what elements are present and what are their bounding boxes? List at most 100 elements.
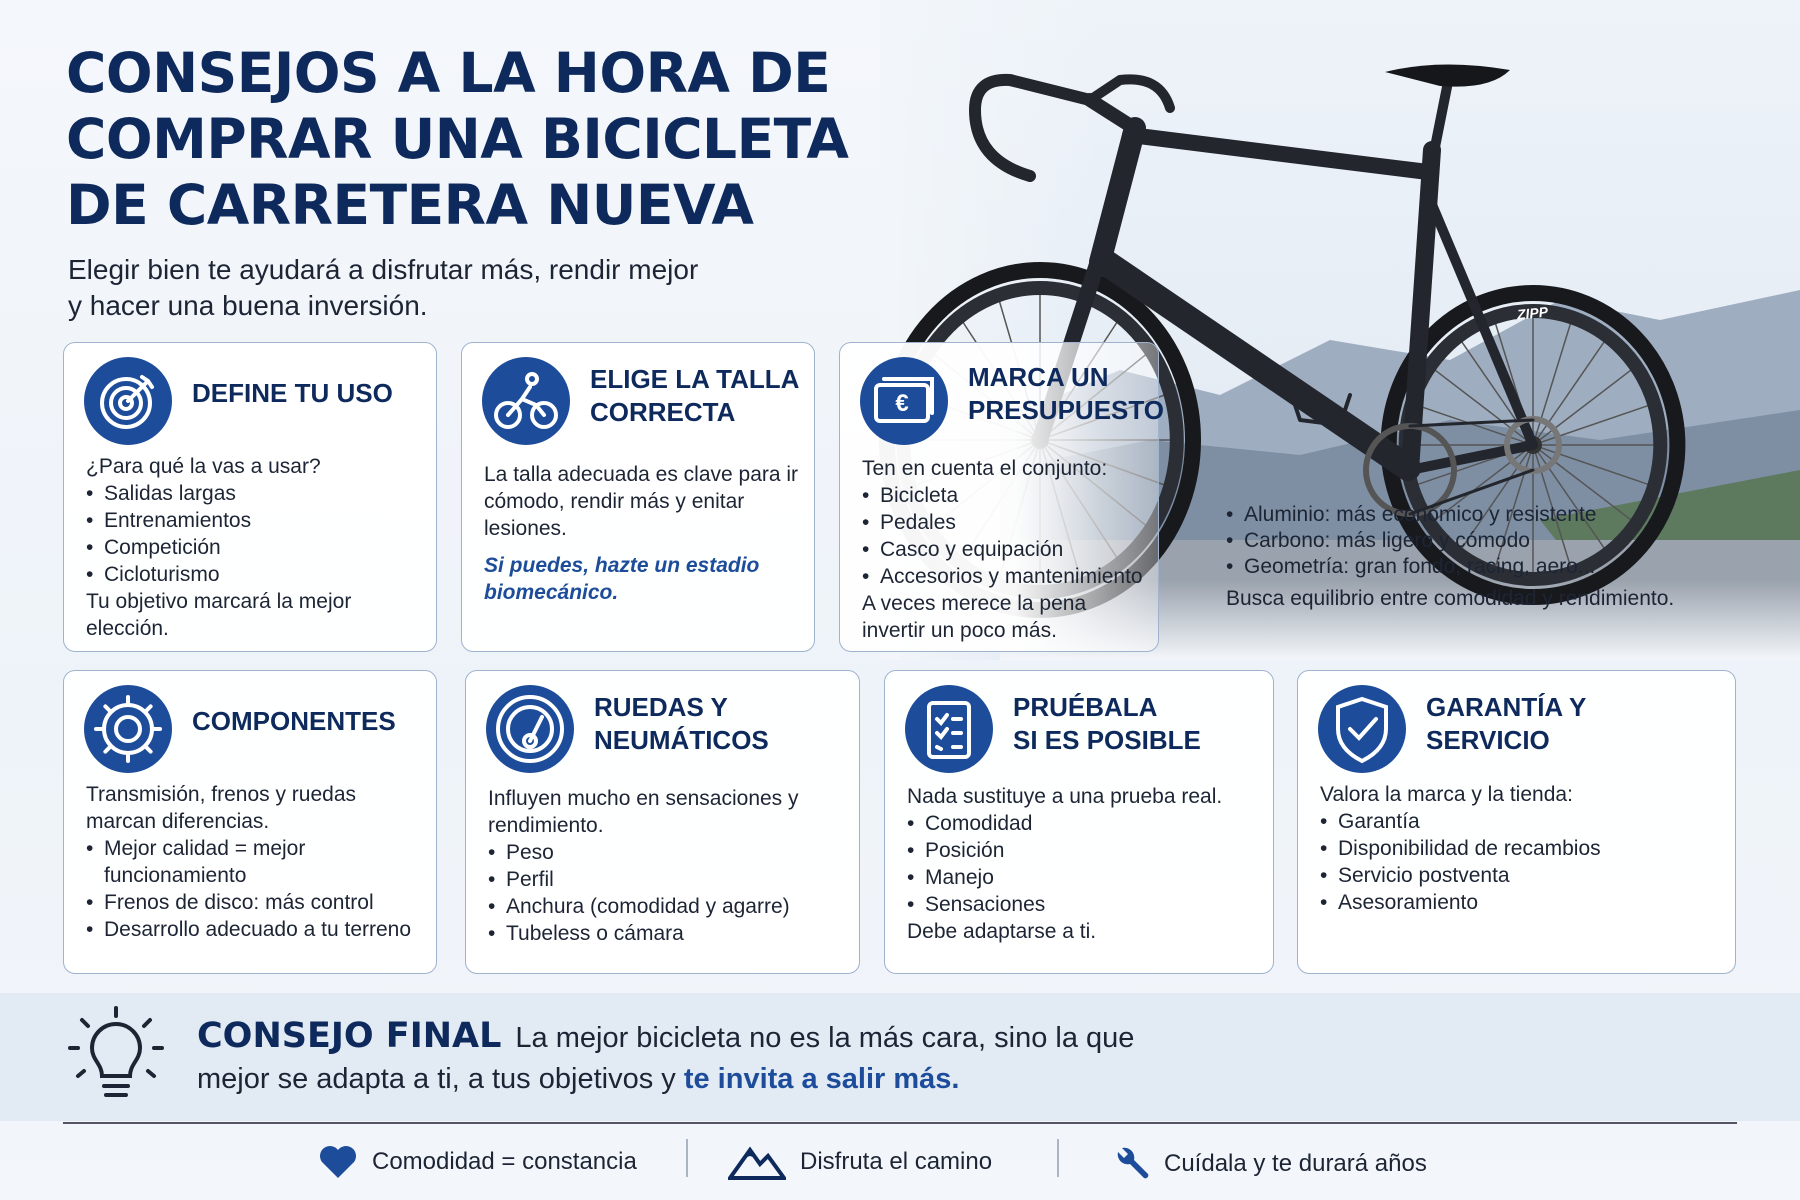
materials-list: Aluminio: más económico y resistenteCarb… (1226, 502, 1674, 580)
material-bullet: Carbono: más ligero y cómodo (1226, 528, 1674, 554)
handlebar (969, 73, 1096, 182)
card-intro: Ten en cuenta el conjunto: (862, 457, 1108, 480)
head-tube (1089, 117, 1146, 273)
subtitle: Elegir bien te ayudará a disfrutar más, … (68, 252, 698, 324)
card: COMPONENTES Transmisión, frenos y ruedas … (63, 670, 437, 974)
material-bullet: Aluminio: más económico y resistente (1226, 502, 1674, 528)
down-tube (1092, 249, 1421, 481)
card-body: Influyen mucho en sensaciones y rendimie… (488, 785, 845, 947)
card-body: Transmisión, frenos y ruedas marcan dife… (86, 781, 422, 943)
glyph (882, 377, 934, 415)
glyph (496, 695, 564, 763)
card-bullet: Desarrollo adecuado a tu terreno (86, 916, 422, 943)
glyph (1348, 717, 1378, 741)
final-band (0, 993, 1800, 1121)
glyph (522, 733, 538, 749)
icon-glyph (496, 695, 564, 763)
saddle (1385, 64, 1510, 87)
card-bullet: Salidas largas (86, 480, 422, 507)
card: PRUÉBALA SI ES POSIBLE Nada sustituye a un… (884, 670, 1274, 974)
icon-glyph (927, 701, 971, 759)
card: DEFINE TU USO ¿Para qué la vas a usar?Sal… (63, 342, 437, 652)
card-bullet: Manejo (907, 864, 1259, 891)
heart-icon (320, 1146, 356, 1178)
card-icon: € (860, 357, 948, 445)
card-title-line: PRESUPUESTO (968, 395, 1165, 425)
card-intro: ¿Para qué la vas a usar? (86, 455, 321, 478)
spoke (1532, 404, 1651, 446)
spoke (1532, 367, 1634, 446)
glyph (530, 401, 558, 429)
card-intro: La talla adecuada es clave para ir cómod… (484, 463, 799, 540)
card-title: GARANTÍA Y SERVICIO (1426, 691, 1586, 757)
icon-glyph (100, 375, 154, 429)
top-tube (1122, 127, 1436, 180)
card-icon (486, 685, 574, 773)
card-note: Debe adaptarse a ti. (907, 920, 1097, 943)
icon-glyph (94, 695, 162, 763)
card-title: RUEDAS Y NEUMÁTICOS (594, 691, 769, 757)
card-title-line: RUEDAS Y (594, 692, 728, 722)
card-title: PRUÉBALA SI ES POSIBLE (1013, 691, 1201, 757)
card-title-line: NEUMÁTICOS (594, 725, 769, 755)
card-body: Valora la marca y la tienda:GarantíaDisp… (1320, 781, 1721, 916)
card-title-line: DEFINE TU USO (192, 378, 393, 408)
card-bullet: Servicio postventa (1320, 862, 1721, 889)
spoke (1532, 339, 1607, 446)
card-bullet: Bicicleta (862, 482, 1144, 509)
card-bullet: Sensaciones (907, 891, 1259, 918)
card-body: La talla adecuada es clave para ir cómod… (484, 461, 800, 606)
lightbulb-icon (68, 1006, 164, 1097)
glyph (494, 401, 522, 429)
glyph (874, 383, 930, 423)
card-bullet: Disponibilidad de recambios (1320, 835, 1721, 862)
card-body: Nada sustituye a una prueba real.Comodid… (907, 783, 1259, 945)
materials-note: Busca equilibrio entre comodidad y rendi… (1226, 587, 1675, 610)
final-tip-text: La mejor bicicleta no es la más cara, si… (197, 1022, 1135, 1095)
card-bullet: Mejor calidad = mejor funcionamiento (86, 835, 422, 889)
material-bullet: Geometría: gran fondo, racing, aero... (1226, 554, 1674, 580)
card-title: DEFINE TU USO (192, 377, 393, 410)
card-title-line: PRUÉBALA (1013, 692, 1158, 722)
final-tip: CONSEJO FINAL La mejor bicicleta no es la… (197, 1016, 1177, 1100)
card-list: ComodidadPosiciónManejoSensaciones (907, 810, 1259, 918)
chain-stay (1405, 440, 1538, 475)
card-list: Salidas largasEntrenamientosCompeticiónC… (86, 480, 422, 588)
card-list: PesoPerfilAnchura (comodidad y agarre)Tu… (488, 839, 845, 947)
card-title-line: SI ES POSIBLE (1013, 725, 1201, 755)
card-list: GarantíaDisponibilidad de recambiosServi… (1320, 808, 1721, 916)
glyph (927, 701, 971, 759)
title-line: COMPRAR UNA BICICLETA (66, 107, 849, 171)
card-intro: Valora la marca y la tienda: (1320, 783, 1573, 806)
bottle-cage (1288, 388, 1352, 427)
glyph (935, 713, 963, 751)
card: RUEDAS Y NEUMÁTICOS Influyen mucho en sens… (465, 670, 860, 974)
card-title-line: GARANTÍA Y (1426, 692, 1587, 722)
card-icon (84, 357, 172, 445)
card-intro: Nada sustituye a una prueba real. (907, 785, 1223, 808)
subtitle-line: y hacer una buena inversión. (68, 290, 428, 321)
glyph (126, 375, 154, 403)
card-bullet: Perfil (488, 866, 845, 893)
card-bullet: Accesorios y mantenimiento (862, 563, 1144, 590)
final-tip-label: CONSEJO FINAL (197, 1016, 502, 1056)
card-bullet: Entrenamientos (86, 507, 422, 534)
footer-text: Cuídala y te durará años (1164, 1150, 1427, 1177)
card-bullet: Asesoramiento (1320, 889, 1721, 916)
glyph (142, 743, 153, 754)
footer-text: Comodidad = constancia (372, 1148, 637, 1175)
title: CONSEJOS A LA HORA DE COMPRAR UNA BICICLE… (66, 40, 849, 238)
seat-post (1429, 77, 1453, 157)
card-highlight: Si puedes, hazte un estadio biomecánico. (484, 554, 760, 604)
card-note: A veces merece la pena invertir un poco … (862, 592, 1087, 642)
card-title: COMPONENTES (192, 705, 396, 738)
divider (63, 1122, 1737, 1124)
card-title-line: MARCA UN (968, 362, 1109, 392)
card-bullet: Casco y equipación (862, 536, 1144, 563)
card-title-line: ELIGE LA TALLA (590, 364, 800, 394)
card-bullet: Cicloturismo (86, 561, 422, 588)
glyph (506, 385, 546, 417)
glyph (118, 395, 134, 411)
card-list: BicicletaPedalesCasco y equipaciónAcceso… (862, 482, 1144, 590)
